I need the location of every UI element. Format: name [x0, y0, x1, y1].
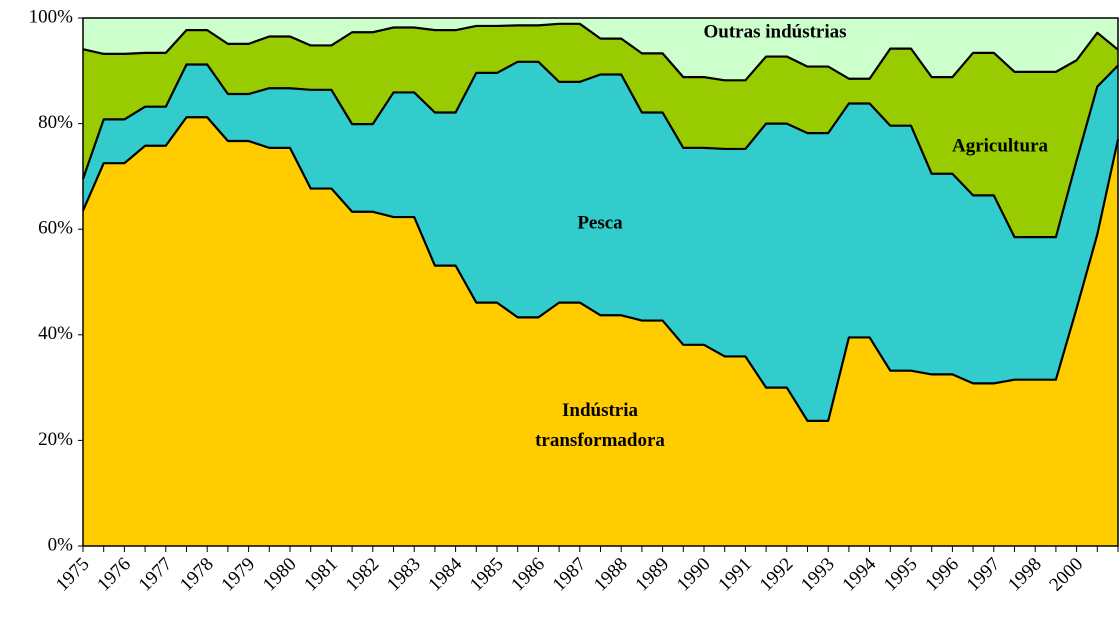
x-tick-label: 1998	[1004, 554, 1046, 596]
x-tick-label: 1988	[590, 554, 632, 596]
x-tick-label: 1986	[507, 554, 549, 596]
x-tick-label: 1976	[93, 554, 135, 596]
x-tick-label: 1984	[424, 553, 466, 595]
x-tick-label: 1985	[466, 554, 508, 596]
y-tick-label: 60%	[38, 218, 73, 239]
x-tick-label: 1995	[880, 554, 922, 596]
x-tick-label: 2000	[1045, 554, 1087, 596]
x-tick-label: 1996	[921, 554, 963, 596]
x-tick-label: 1982	[342, 554, 384, 596]
series-label: Indústria transformadora	[535, 400, 665, 451]
x-tick-label: 1991	[714, 554, 756, 596]
series-label: Outras indústrias	[703, 21, 846, 42]
x-tick-label: 1994	[838, 553, 880, 595]
x-tick-label: 1977	[135, 554, 177, 596]
y-tick-label: 80%	[38, 112, 73, 133]
x-tick-label: 1997	[963, 554, 1005, 596]
area	[83, 117, 1118, 546]
area-boundary	[82, 22, 1119, 82]
y-tick-label: 0%	[48, 534, 74, 555]
series-label: Pesca	[577, 212, 623, 233]
y-tick-label: 100%	[29, 6, 74, 27]
x-tick-label: 1979	[217, 554, 259, 596]
x-tick-label: 1981	[300, 554, 342, 596]
x-tick-label: 1975	[52, 554, 94, 596]
area-boundary	[81, 60, 1119, 239]
y-tick-label: 20%	[38, 429, 73, 450]
series-label-line: transformadora	[535, 430, 665, 451]
area-boundary	[81, 116, 1120, 422]
x-tick-label: 1987	[549, 554, 591, 596]
x-tick-label: 1983	[383, 554, 425, 596]
x-tick-label: 1978	[176, 554, 218, 596]
x-tick-label: 1980	[259, 554, 301, 596]
series-label: Agricultura	[952, 135, 1049, 156]
y-tick-label: 40%	[38, 323, 73, 344]
x-tick-label: 1990	[673, 554, 715, 596]
area	[83, 23, 1118, 238]
x-tick-label: 1992	[756, 554, 798, 596]
area	[83, 61, 1118, 421]
x-tick-label: 1989	[631, 554, 673, 596]
area	[83, 18, 1118, 81]
series-label-line: Indústria	[562, 400, 639, 421]
x-tick-label: 1993	[797, 554, 839, 596]
